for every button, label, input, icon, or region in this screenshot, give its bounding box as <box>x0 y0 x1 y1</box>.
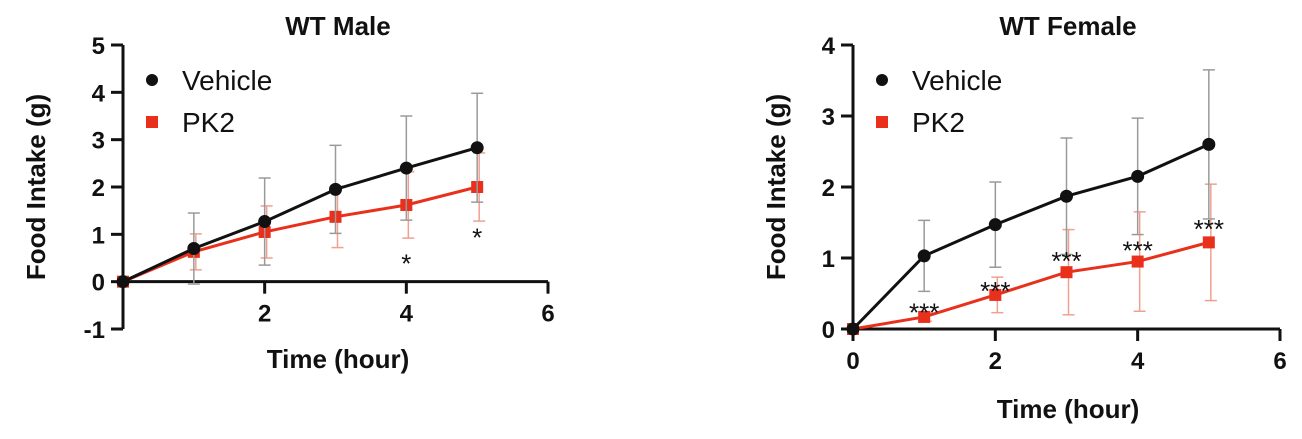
x-tick-label: 0 <box>846 348 859 375</box>
series-vehicle <box>116 92 484 289</box>
series-line <box>122 146 478 284</box>
chart-panel-1: WT Male -1 0 1 2 3 4 5 2 4 6 Time (hour) Food Intake… <box>21 11 555 374</box>
x-axis-label: Time (hour) <box>267 344 410 374</box>
significance-label: * <box>472 223 482 253</box>
legend-marker-vehicle <box>146 74 158 86</box>
x-tick-label: 2 <box>258 301 271 328</box>
x-tick-label: 4 <box>400 301 414 328</box>
y-tick-label: -1 <box>84 317 105 344</box>
data-point <box>1060 266 1073 279</box>
series-vehicle <box>846 69 1216 336</box>
data-point <box>116 275 130 289</box>
y-tick-label: 3 <box>822 104 835 131</box>
chart-panel-2: WT Female 0 1 2 3 4 0 2 4 6 Time (hour) Food Intake… <box>761 11 1287 424</box>
data-point <box>989 288 1002 301</box>
significance-label: * <box>401 249 411 279</box>
data-point <box>1202 236 1215 249</box>
legend-marker-vehicle <box>876 74 888 86</box>
series-line <box>851 143 1210 331</box>
chart-title: WT Male <box>285 11 390 41</box>
legend-label-pk2: PK2 <box>182 107 235 138</box>
significance-label: *** <box>1122 235 1152 265</box>
data-point <box>1060 189 1073 203</box>
data-point <box>1131 169 1145 183</box>
data-point <box>918 310 931 323</box>
data-point <box>846 322 860 336</box>
y-tick-label: 0 <box>822 317 835 344</box>
y-tick-label: 1 <box>92 222 105 249</box>
y-tick-label: 4 <box>92 80 106 107</box>
data-point <box>470 141 484 155</box>
significance-label: *** <box>1194 214 1224 244</box>
x-tick-label: 6 <box>1273 348 1286 375</box>
legend-label-vehicle: Vehicle <box>912 65 1002 96</box>
x-tick-label: 6 <box>541 301 554 328</box>
legend-label-vehicle: Vehicle <box>182 65 272 96</box>
y-axis-label: Food Intake (g) <box>761 94 791 280</box>
y-tick-label: 5 <box>92 33 105 60</box>
data-point <box>399 161 413 175</box>
data-point <box>329 182 342 196</box>
data-point <box>187 242 201 256</box>
legend: Vehicle PK2 <box>876 65 1002 138</box>
significance-label: *** <box>1051 246 1081 276</box>
significance-label: *** <box>909 297 939 327</box>
y-tick-label: 0 <box>92 270 105 297</box>
data-point <box>988 218 1002 232</box>
series-line <box>122 185 478 284</box>
x-tick-label: 2 <box>989 348 1002 375</box>
series-line <box>852 240 1210 331</box>
series-pk2 <box>117 152 486 288</box>
y-tick-label: 2 <box>92 175 105 202</box>
data-point <box>258 215 272 229</box>
y-tick-label: 1 <box>822 246 835 273</box>
series-pk2 <box>847 183 1217 335</box>
y-tick-label: 3 <box>92 128 105 155</box>
legend-marker-pk2 <box>876 116 888 128</box>
data-point <box>1202 137 1216 151</box>
x-tick-label: 4 <box>1131 348 1145 375</box>
y-axis-label: Food Intake (g) <box>21 94 51 280</box>
legend-marker-pk2 <box>146 116 158 128</box>
chart-title: WT Female <box>999 11 1136 41</box>
legend: Vehicle PK2 <box>146 65 272 138</box>
x-axis-label: Time (hour) <box>997 394 1140 424</box>
y-tick-label: 4 <box>822 33 836 60</box>
significance-label: *** <box>980 276 1010 306</box>
legend-label-pk2: PK2 <box>912 107 965 138</box>
data-point <box>917 249 931 263</box>
y-tick-label: 2 <box>822 175 835 202</box>
data-point <box>1131 255 1144 268</box>
